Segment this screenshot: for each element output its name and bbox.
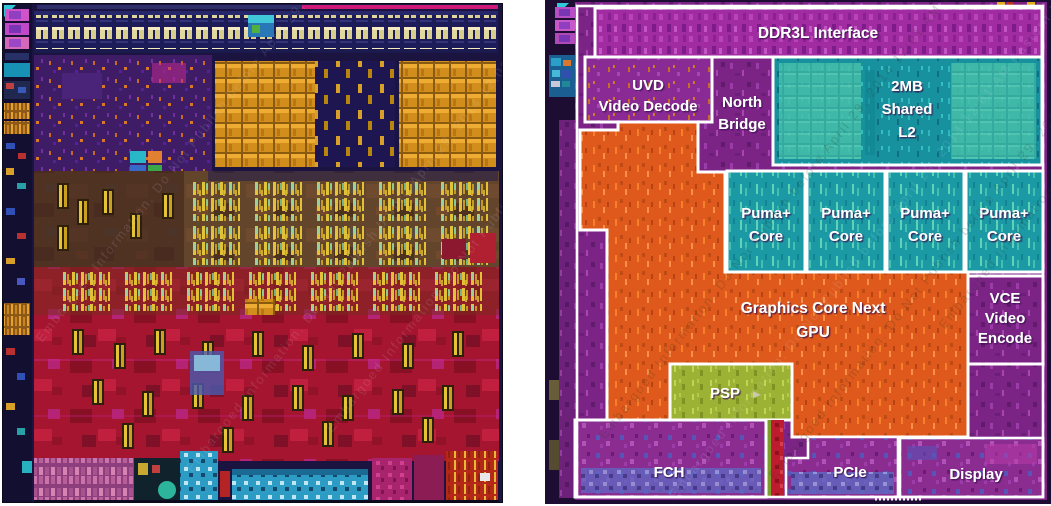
uvd-label-line2: Video Decode bbox=[599, 98, 698, 115]
region-puma-core-1: Puma+ Core bbox=[725, 169, 807, 274]
pcie-label: PCIe bbox=[833, 464, 866, 481]
l2-label-line1: 2MB bbox=[891, 78, 923, 95]
region-uvd: UVD Video Decode bbox=[583, 55, 714, 124]
puma-core-1-label-line2: Core bbox=[749, 228, 783, 245]
north-bridge-label-line1: North bbox=[722, 94, 762, 111]
left-io-column bbox=[549, 3, 577, 498]
ddr3l-label: DDR3L Interface bbox=[758, 25, 879, 42]
display-label: Display bbox=[949, 466, 1003, 483]
gpu-label-line1: Graphics Core Next bbox=[741, 300, 886, 317]
vce-label-line1: VCE bbox=[990, 290, 1021, 307]
puma-core-2-label-line1: Puma+ bbox=[821, 205, 871, 222]
region-north-bridge: North Bridge bbox=[718, 94, 766, 133]
red-io-strip bbox=[766, 420, 784, 497]
region-display: Display bbox=[898, 436, 1045, 499]
region-fch: FCH bbox=[573, 418, 768, 499]
region-pcie: PCIe bbox=[784, 435, 900, 499]
sram-block-left bbox=[215, 61, 315, 167]
vce-label-line3: Encode bbox=[978, 330, 1032, 347]
vce-label-line2: Video bbox=[985, 310, 1026, 327]
gpu-label-line2: GPU bbox=[796, 324, 830, 341]
puma-core-4-label-line1: Puma+ bbox=[979, 205, 1029, 222]
annotated-die-diagram: Graphics Core Next GPU DDR3L Interface U… bbox=[545, 0, 1051, 504]
l2-label-line3: L2 bbox=[898, 124, 916, 141]
puma-core-3-label-line2: Core bbox=[908, 228, 942, 245]
die-photo-raw: Embargoed Information. Do Not Publish be… bbox=[2, 3, 503, 503]
region-l2-cache: 2MB Shared L2 bbox=[771, 55, 1044, 167]
puma-core-1-label-line1: Puma+ bbox=[741, 205, 791, 222]
puma-core-3-label-line1: Puma+ bbox=[900, 205, 950, 222]
puma-core-2-label-line2: Core bbox=[829, 228, 863, 245]
psp-pointer bbox=[753, 391, 761, 398]
region-puma-core-3: Puma+ Core bbox=[885, 169, 966, 274]
shader-band-upper bbox=[34, 267, 499, 321]
cpu-core-band bbox=[34, 171, 499, 267]
l2-label-line2: Shared bbox=[882, 101, 933, 118]
region-vce: VCE Video Encode bbox=[966, 274, 1045, 366]
uvd-label-line1: UVD bbox=[632, 77, 664, 94]
psp-label: PSP bbox=[710, 385, 740, 402]
sram-block-right bbox=[399, 61, 496, 167]
fch-label: FCH bbox=[654, 464, 685, 481]
dark-logic-block bbox=[315, 61, 395, 167]
puma-core-4-label-line2: Core bbox=[987, 228, 1021, 245]
left-io-column bbox=[2, 3, 32, 503]
region-puma-core-2: Puma+ Core bbox=[805, 169, 887, 274]
north-bridge-label-line2: Bridge bbox=[718, 116, 766, 133]
bottom-io-strip bbox=[34, 451, 499, 503]
die-outline bbox=[575, 4, 1045, 499]
gpu-shader-region bbox=[34, 315, 499, 461]
region-ddr3l: DDR3L Interface bbox=[593, 6, 1044, 59]
ddr-phy-strip bbox=[34, 11, 498, 53]
